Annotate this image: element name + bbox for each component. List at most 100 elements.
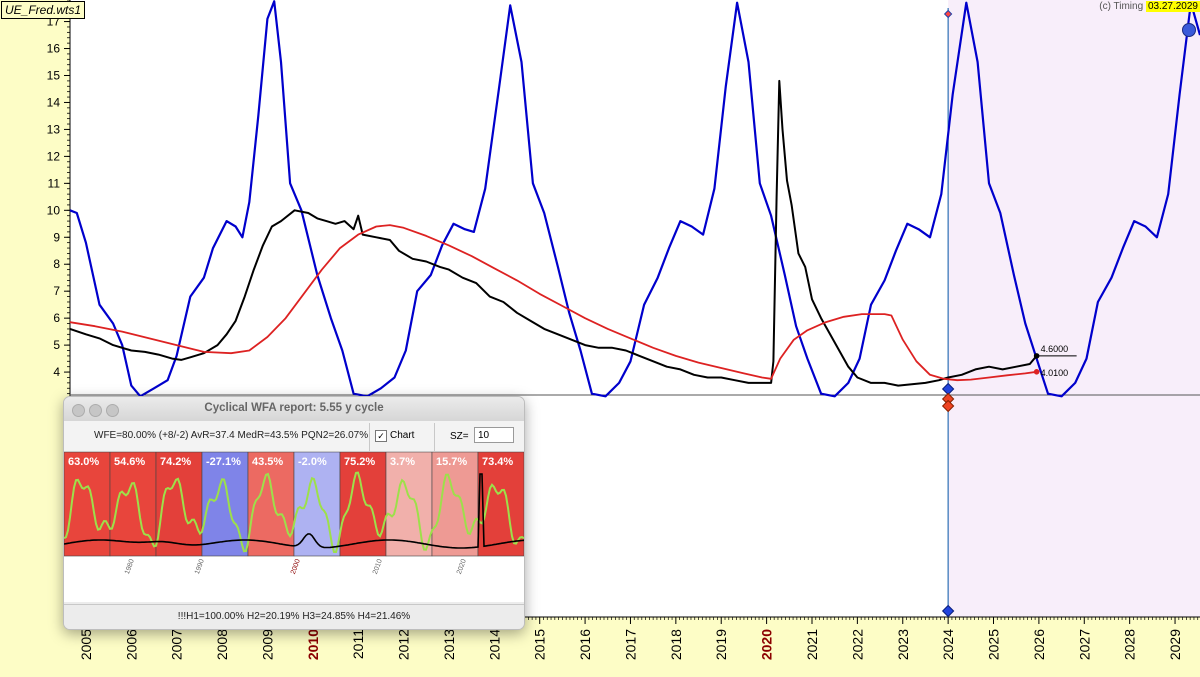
x-tick-label: 2015 [532, 629, 548, 660]
series-line-actual [69, 79, 1038, 387]
y-tick-label: 15 [47, 68, 61, 82]
x-tick-label: 2006 [123, 629, 139, 660]
red-diamond-icon[interactable] [941, 399, 955, 413]
y-tick-label: 7 [53, 284, 60, 298]
y-tick-label: 12 [47, 149, 61, 163]
wfa-window: 74.2% [155, 451, 203, 557]
wfa-mini-svg: 63.0% 54.6% 74.2% -27.1% 43.5% -2.0% 75.2% 3.7%… [64, 451, 524, 575]
y-tick-label: 4 [53, 365, 60, 379]
wfa-cycle-line [64, 471, 524, 553]
wfa-window-label: 15.7% [436, 456, 467, 468]
x-tick-label: 2007 [169, 629, 185, 660]
divider [369, 423, 370, 451]
wfa-x-label: 2010 [372, 558, 384, 575]
x-tick-label: 2025 [986, 629, 1002, 660]
wfa-report-window[interactable]: Cyclical WFA report: 5.55 y cycle WFE=80… [63, 396, 525, 630]
wfa-window-label: 54.6% [114, 456, 145, 468]
divider [434, 423, 435, 451]
wfa-window-label: 63.0% [68, 456, 99, 468]
wfa-window-bar [477, 451, 524, 557]
wfa-window: 73.4% [477, 451, 524, 557]
y-tick-label: 10 [47, 203, 61, 217]
zoom-window-button[interactable] [106, 404, 119, 417]
wfa-window-bar [339, 451, 387, 557]
wfa-window-label: 73.4% [482, 456, 513, 468]
x-tick-label: 2014 [486, 629, 502, 660]
wfa-window-bar [293, 451, 341, 557]
series-line-cycle [69, 0, 1200, 398]
x-tick-label: 2011 [350, 629, 366, 659]
x-tick-label: 2012 [396, 629, 412, 660]
wfa-x-label: 1980 [124, 558, 136, 575]
x-tick-label: 2022 [849, 629, 865, 660]
y-tick-label: 6 [53, 311, 60, 325]
sz-input[interactable] [474, 427, 514, 443]
wfa-mini-chart: 63.0% 54.6% 74.2% -27.1% 43.5% -2.0% 75.2% 3.7%… [64, 451, 524, 602]
wfa-x-label: 2020 [456, 558, 468, 575]
top-marker-icon[interactable] [943, 9, 953, 19]
wfa-window: 15.7% [431, 451, 479, 557]
y-tick-label: 5 [53, 338, 60, 352]
wfa-window: 75.2% [339, 451, 387, 557]
wfa-window-label: 75.2% [344, 456, 375, 468]
end-value-dot [1033, 369, 1040, 375]
wfa-window: -2.0% [293, 451, 341, 557]
x-tick-label: 2013 [441, 629, 457, 660]
wfa-window-bar [247, 451, 295, 557]
report-footer: !!!H1=100.00% H2=20.19% H3=24.85% H4=21.… [64, 604, 524, 629]
y-tick-label: 16 [47, 42, 61, 56]
y-tick-label: 9 [53, 230, 60, 244]
report-stats-row: WFE=80.00% (+8/-2) AvR=37.4 MedR=43.5% P… [64, 421, 524, 452]
wfa-window: 3.7% [385, 451, 433, 557]
wfa-window-bar [431, 451, 479, 557]
document-title[interactable]: UE_Fred.wts1 [1, 1, 86, 19]
wfa-window-label: 43.5% [252, 456, 283, 468]
forecast-region [948, 0, 1200, 617]
y-tick-label: 11 [48, 176, 61, 190]
series-line-model [69, 224, 1037, 382]
wfa-window-bar [385, 451, 433, 557]
x-tick-label: 2027 [1076, 629, 1092, 660]
y-tick-label: 14 [47, 95, 61, 109]
wfa-window-label: 74.2% [160, 456, 191, 468]
x-tick-label: 2010 [305, 629, 321, 660]
blue-diamond-icon[interactable] [941, 604, 955, 618]
chart-checkbox-label: Chart [390, 430, 415, 441]
wfa-window: 43.5% [247, 451, 295, 557]
end-value-label: 4.0100 [1041, 368, 1069, 378]
sz-label: SZ= [450, 431, 469, 442]
x-tick-label: 2024 [940, 629, 956, 660]
x-tick-label: 2008 [214, 629, 230, 660]
close-window-button[interactable] [72, 404, 85, 417]
report-titlebar[interactable]: Cyclical WFA report: 5.55 y cycle [64, 397, 524, 422]
wfa-actual-line [64, 473, 524, 549]
wfa-x-label: 1990 [194, 558, 206, 575]
x-tick-label: 2021 [804, 629, 820, 660]
y-tick-label: 8 [53, 257, 60, 271]
timing-date[interactable]: 03.27.2029 [1145, 1, 1200, 12]
x-tick-label: 2028 [1122, 629, 1138, 660]
wfa-window-label: 3.7% [390, 456, 415, 468]
end-value-label: 4.6000 [1041, 344, 1069, 354]
x-tick-label: 2029 [1167, 629, 1183, 660]
chart-checkbox[interactable]: ✓ [375, 430, 387, 442]
globe-icon[interactable] [1182, 23, 1196, 37]
x-tick-label: 2018 [668, 629, 684, 660]
report-stats: WFE=80.00% (+8/-2) AvR=37.4 MedR=43.5% P… [94, 430, 369, 441]
timing-label: (c) Timing 03.27.2029 [1099, 1, 1200, 12]
y-tick-label: 13 [47, 122, 61, 136]
report-title: Cyclical WFA report: 5.55 y cycle [204, 402, 384, 414]
minimize-window-button[interactable] [89, 404, 102, 417]
x-tick-label: 2026 [1031, 629, 1047, 660]
timing-text: (c) Timing [1099, 1, 1144, 12]
wfa-window: -27.1% [201, 451, 249, 557]
x-tick-label: 2017 [622, 629, 638, 660]
wfa-window-label: -2.0% [298, 456, 327, 468]
x-tick-label: 2009 [259, 629, 275, 660]
x-tick-label: 2020 [759, 629, 775, 660]
x-tick-label: 2016 [577, 629, 593, 660]
x-tick-label: 2023 [895, 629, 911, 660]
x-tick-label: 2005 [78, 629, 94, 660]
wfa-window-bar [155, 451, 203, 557]
x-tick-label: 2019 [713, 629, 729, 660]
